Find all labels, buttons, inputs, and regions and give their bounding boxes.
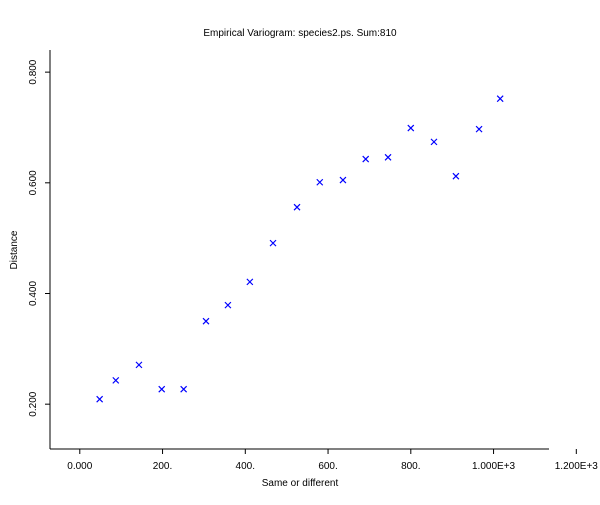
point [316, 178, 324, 186]
y-tick-label: 0.400 [28, 281, 39, 306]
point [96, 395, 104, 403]
point [269, 239, 277, 247]
point [339, 176, 347, 184]
point [452, 172, 460, 180]
point [362, 155, 370, 163]
y-tick-label: 0.800 [28, 59, 39, 84]
x-tick-label: 600. [318, 461, 337, 472]
y-tick-label: 0.200 [28, 391, 39, 416]
x-tick-label: 200. [153, 461, 172, 472]
x-tick-label: 400. [236, 461, 255, 472]
point [384, 153, 392, 161]
point [180, 385, 188, 393]
x-tick-label: 0.000 [67, 461, 92, 472]
x-tick-label: 1.200E+3 [555, 461, 599, 472]
point [496, 95, 504, 103]
x-tick-label: 1.000E+3 [472, 461, 516, 472]
point [293, 203, 301, 211]
point [224, 301, 232, 309]
point [430, 138, 438, 146]
point [407, 124, 415, 132]
point [158, 385, 166, 393]
x-tick-label: 800. [401, 461, 420, 472]
x-axis-label: Same or different [262, 478, 339, 489]
point [475, 125, 483, 133]
chart-title: Empirical Variogram: species2.ps. Sum:81… [203, 28, 397, 39]
y-axis-label: Distance [9, 230, 20, 269]
point [202, 317, 210, 325]
y-tick-label: 0.600 [28, 170, 39, 195]
point [135, 361, 143, 369]
point [112, 376, 120, 384]
point [246, 278, 254, 286]
